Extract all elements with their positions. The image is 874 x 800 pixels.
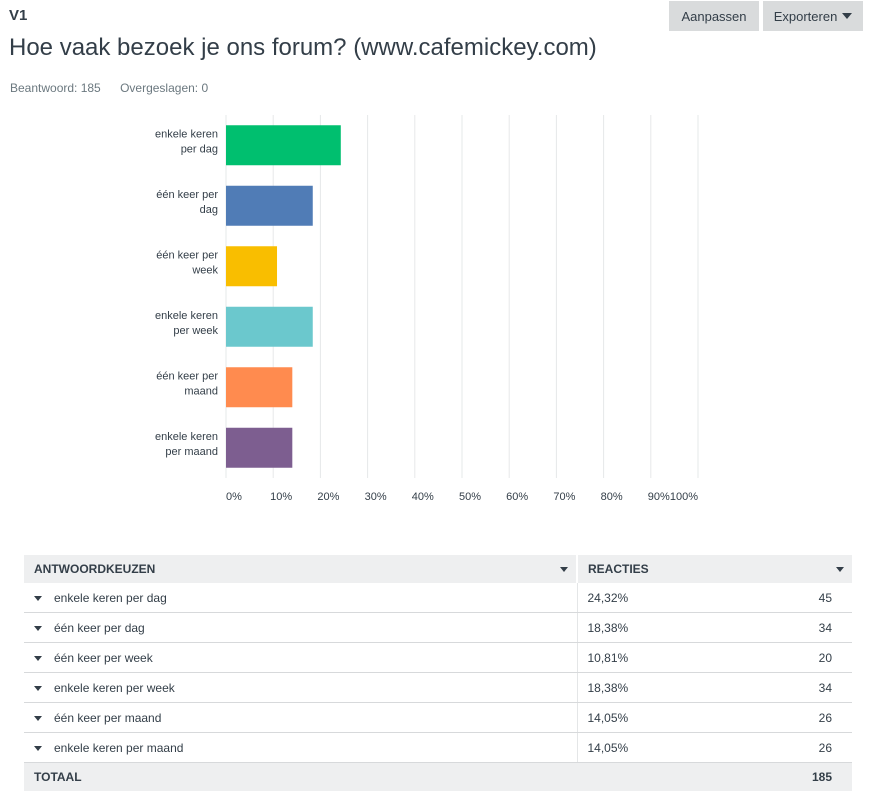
table-row: enkele keren per maand 14,05% 26 bbox=[24, 732, 852, 763]
category-label-line: per dag bbox=[181, 143, 218, 155]
table-header-row: ANTWOORDKEUZEN REACTIES bbox=[24, 555, 852, 583]
category-label-line: week bbox=[191, 264, 218, 276]
count-cell: 34 bbox=[728, 612, 852, 643]
category-label-line: één keer per bbox=[156, 249, 218, 261]
x-tick-label: 40% bbox=[412, 491, 434, 503]
x-tick-label: 0% bbox=[226, 491, 242, 503]
bar[interactable] bbox=[226, 125, 341, 166]
export-button[interactable]: Exporteren bbox=[763, 1, 863, 31]
table-row: één keer per dag 18,38% 34 bbox=[24, 612, 852, 643]
table-row: enkele keren per dag 24,32% 45 bbox=[24, 583, 852, 613]
category-label-line: enkele keren bbox=[155, 128, 218, 140]
count-cell: 20 bbox=[728, 642, 852, 673]
edit-button-label: Aanpassen bbox=[681, 8, 747, 24]
count-cell: 34 bbox=[728, 672, 852, 703]
choices-header-label: ANTWOORDKEUZEN bbox=[34, 562, 156, 576]
choice-label: enkele keren per maand bbox=[54, 740, 184, 755]
category-label: één keer per dag bbox=[156, 189, 218, 216]
percent-cell: 14,05% bbox=[577, 732, 729, 763]
category-label: enkele keren per maand bbox=[155, 431, 218, 458]
answered-count: Beantwoord: 185 bbox=[10, 81, 101, 95]
bar[interactable] bbox=[226, 367, 293, 408]
category-label: één keer per maand bbox=[156, 370, 218, 397]
count-cell: 45 bbox=[728, 583, 852, 613]
responses-header-label: REACTIES bbox=[588, 562, 649, 576]
expand-caret-icon[interactable] bbox=[34, 655, 42, 661]
total-count: 185 bbox=[728, 762, 852, 791]
percent-cell: 18,38% bbox=[577, 612, 729, 643]
category-label-line: maand bbox=[184, 385, 218, 397]
choice-cell[interactable]: enkele keren per maand bbox=[24, 732, 578, 763]
category-label: enkele keren per dag bbox=[155, 128, 218, 155]
bar[interactable] bbox=[226, 246, 278, 287]
total-label: TOTAAL bbox=[24, 762, 729, 791]
bar[interactable] bbox=[226, 427, 293, 468]
edit-button[interactable]: Aanpassen bbox=[669, 1, 759, 31]
percent-cell: 10,81% bbox=[577, 642, 729, 673]
percent-cell: 18,38% bbox=[577, 672, 729, 703]
percent-cell: 24,32% bbox=[577, 583, 729, 613]
choice-label: één keer per week bbox=[54, 650, 153, 665]
choice-label: enkele keren per dag bbox=[54, 590, 167, 605]
export-button-label: Exporteren bbox=[773, 8, 838, 24]
x-tick-label: 20% bbox=[317, 491, 339, 503]
choice-cell[interactable]: één keer per dag bbox=[24, 612, 578, 643]
expand-caret-icon[interactable] bbox=[34, 595, 42, 601]
x-tick-label: 90% bbox=[648, 491, 670, 503]
caret-down-icon bbox=[842, 13, 853, 19]
x-tick-label: 80% bbox=[601, 491, 623, 503]
choices-column-header[interactable]: ANTWOORDKEUZEN bbox=[24, 555, 578, 583]
responses-column-header[interactable]: REACTIES bbox=[577, 555, 852, 583]
responses-table: ANTWOORDKEUZEN REACTIES enkele keren per… bbox=[24, 555, 852, 791]
choice-label: één keer per maand bbox=[54, 710, 162, 725]
bar[interactable] bbox=[226, 306, 313, 347]
response-summary: Beantwoord: 185 Overgeslagen: 0 bbox=[10, 81, 224, 95]
question-title: Hoe vaak bezoek je ons forum? (www.cafem… bbox=[9, 34, 597, 61]
choice-label: één keer per dag bbox=[54, 620, 145, 635]
category-label: enkele keren per week bbox=[155, 310, 218, 337]
x-tick-label: 30% bbox=[365, 491, 387, 503]
count-cell: 26 bbox=[728, 702, 852, 733]
sort-caret-icon[interactable] bbox=[560, 567, 568, 572]
x-tick-label: 50% bbox=[459, 491, 481, 503]
skipped-count: Overgeslagen: 0 bbox=[120, 81, 209, 95]
percent-cell: 14,05% bbox=[577, 702, 729, 733]
category-label-line: per maand bbox=[165, 446, 218, 458]
x-tick-label: 100% bbox=[670, 491, 698, 503]
expand-caret-icon[interactable] bbox=[34, 715, 42, 721]
category-label: één keer per week bbox=[156, 249, 218, 276]
table-row: één keer per maand 14,05% 26 bbox=[24, 702, 852, 733]
choice-cell[interactable]: enkele keren per dag bbox=[24, 583, 578, 613]
question-number: V1 bbox=[9, 7, 28, 24]
category-label-line: per week bbox=[173, 325, 218, 337]
sort-caret-icon[interactable] bbox=[836, 567, 844, 572]
choice-cell[interactable]: één keer per maand bbox=[24, 702, 578, 733]
table-row: enkele keren per week 18,38% 34 bbox=[24, 672, 852, 703]
x-tick-label: 60% bbox=[506, 491, 528, 503]
category-label-line: enkele keren bbox=[155, 431, 218, 443]
choice-cell[interactable]: enkele keren per week bbox=[24, 672, 578, 703]
category-label-line: één keer per bbox=[156, 189, 218, 201]
expand-caret-icon[interactable] bbox=[34, 745, 42, 751]
choice-label: enkele keren per week bbox=[54, 680, 175, 695]
table-row: één keer per week 10,81% 20 bbox=[24, 642, 852, 673]
category-label-line: één keer per bbox=[156, 370, 218, 382]
count-cell: 26 bbox=[728, 732, 852, 763]
category-label-line: enkele keren bbox=[155, 310, 218, 322]
x-tick-label: 10% bbox=[270, 491, 292, 503]
total-row: TOTAAL 185 bbox=[24, 762, 852, 791]
bar[interactable] bbox=[226, 185, 313, 226]
category-label-line: dag bbox=[200, 204, 218, 216]
choice-cell[interactable]: één keer per week bbox=[24, 642, 578, 673]
expand-caret-icon[interactable] bbox=[34, 625, 42, 631]
expand-caret-icon[interactable] bbox=[34, 685, 42, 691]
x-tick-label: 70% bbox=[553, 491, 575, 503]
